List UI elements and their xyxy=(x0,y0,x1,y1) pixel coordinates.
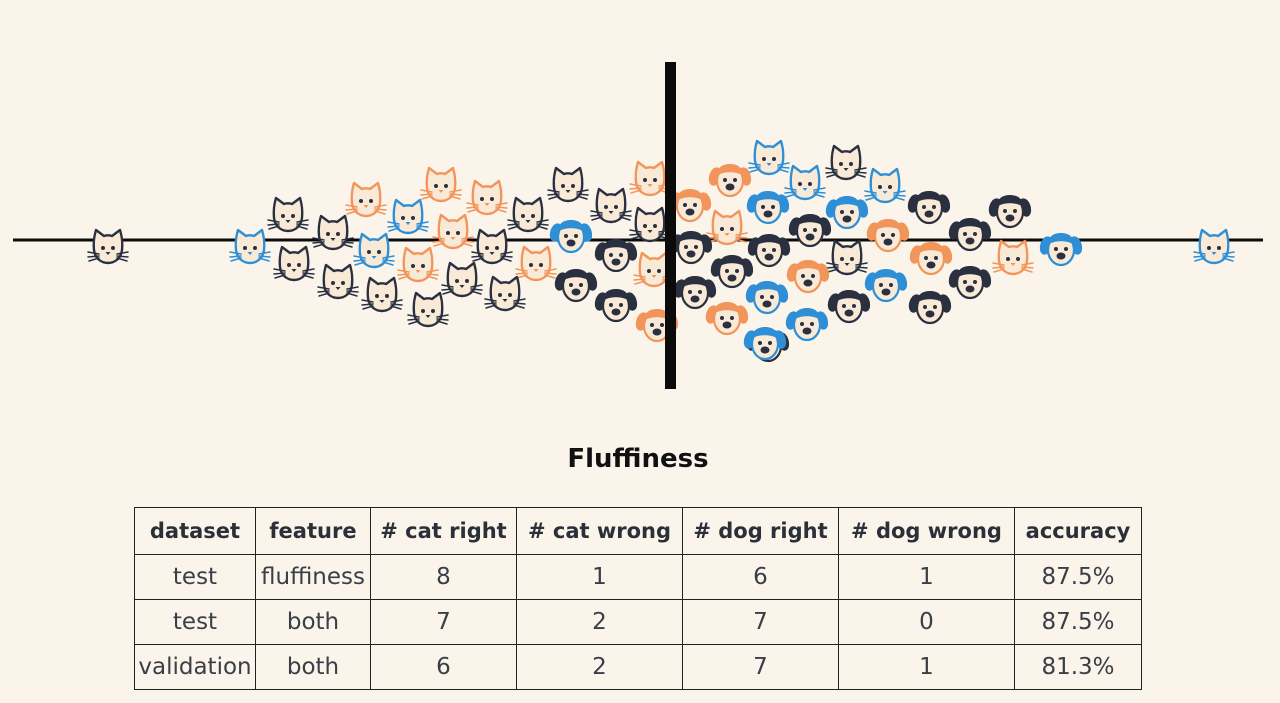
dog-icon xyxy=(866,219,910,253)
cell-dataset: validation xyxy=(134,644,256,690)
diagram-title: Fluffiness xyxy=(567,444,709,474)
dog-icon xyxy=(909,242,953,276)
cell-cat-wrong: 2 xyxy=(516,644,683,690)
decision-threshold-line xyxy=(665,62,676,389)
dog-icon xyxy=(827,290,871,324)
cat-icon xyxy=(748,139,790,176)
results-table: dataset feature # cat right # cat wrong … xyxy=(134,507,1142,690)
cell-dog-wrong: 1 xyxy=(838,644,1015,690)
cell-accuracy: 87.5% xyxy=(1014,599,1142,645)
cat-icon xyxy=(826,239,868,276)
header-feature: feature xyxy=(255,507,371,555)
dog-icon xyxy=(743,327,787,361)
cat-icon xyxy=(515,245,557,282)
cell-feature: both xyxy=(255,599,371,645)
table-row: test fluffiness 8 1 6 1 87.5% xyxy=(134,554,1142,600)
cat-icon xyxy=(547,166,589,203)
cat-icon xyxy=(471,228,513,265)
cat-icon xyxy=(825,144,867,181)
animal-icons xyxy=(87,139,1235,363)
table-row: validation both 6 2 7 1 81.3% xyxy=(134,644,1142,690)
dog-icon xyxy=(745,281,789,315)
dog-icon xyxy=(669,231,713,265)
cell-accuracy: 81.3% xyxy=(1014,644,1142,690)
dog-icon xyxy=(594,239,638,273)
header-accuracy: accuracy xyxy=(1014,507,1142,555)
dog-icon xyxy=(747,234,791,268)
cat-icon xyxy=(312,214,354,251)
cat-icon xyxy=(345,181,387,218)
cat-icon xyxy=(864,167,906,204)
cat-icon xyxy=(317,263,359,300)
dog-icon xyxy=(708,164,752,198)
cat-icon xyxy=(407,291,449,328)
dog-icon xyxy=(786,260,830,294)
header-dataset: dataset xyxy=(134,507,256,555)
dog-icon xyxy=(788,214,832,248)
dog-icon xyxy=(988,195,1032,229)
dog-icon xyxy=(673,276,717,310)
dog-icon xyxy=(668,189,712,223)
dog-icon xyxy=(705,302,749,336)
cell-cat-wrong: 1 xyxy=(516,554,683,600)
dog-icon xyxy=(549,220,593,254)
cat-icon xyxy=(507,196,549,233)
cell-cat-right: 7 xyxy=(370,599,517,645)
cat-icon xyxy=(273,245,315,282)
header-cat-wrong: # cat wrong xyxy=(516,507,683,555)
cat-icon xyxy=(387,198,429,235)
cell-dog-right: 6 xyxy=(682,554,839,600)
cell-dog-wrong: 0 xyxy=(838,599,1015,645)
cell-cat-right: 8 xyxy=(370,554,517,600)
dog-icon xyxy=(710,255,754,289)
cat-icon xyxy=(267,196,309,233)
cat-icon xyxy=(992,239,1034,276)
cat-icon xyxy=(1193,228,1235,265)
cat-icon xyxy=(484,275,526,312)
cat-icon xyxy=(229,228,271,265)
cat-icon xyxy=(87,228,129,265)
cat-icon xyxy=(629,160,671,197)
header-dog-wrong: # dog wrong xyxy=(838,507,1015,555)
table-header-row: dataset feature # cat right # cat wrong … xyxy=(134,507,1142,555)
header-dog-right: # dog right xyxy=(682,507,839,555)
cell-cat-wrong: 2 xyxy=(516,599,683,645)
cell-accuracy: 87.5% xyxy=(1014,554,1142,600)
cat-icon xyxy=(432,213,474,250)
cell-dog-right: 7 xyxy=(682,599,839,645)
dog-icon xyxy=(864,269,908,303)
cell-dog-wrong: 1 xyxy=(838,554,1015,600)
dog-icon xyxy=(907,191,951,225)
dog-icon xyxy=(948,218,992,252)
dog-icon xyxy=(785,308,829,342)
cat-icon xyxy=(353,232,395,269)
header-cat-right: # cat right xyxy=(370,507,517,555)
dog-icon xyxy=(1039,233,1083,267)
cell-dog-right: 7 xyxy=(682,644,839,690)
dog-icon xyxy=(554,269,598,303)
cell-dataset: test xyxy=(134,599,256,645)
dog-icon xyxy=(825,196,869,230)
dog-icon xyxy=(594,289,638,323)
cell-feature: fluffiness xyxy=(255,554,371,600)
cat-icon xyxy=(590,187,632,224)
table-row: test both 7 2 7 0 87.5% xyxy=(134,599,1142,645)
cat-icon xyxy=(784,164,826,201)
cat-icon xyxy=(441,261,483,298)
cell-cat-right: 6 xyxy=(370,644,517,690)
fluffiness-beeswarm-diagram xyxy=(13,62,1263,389)
cat-icon xyxy=(420,166,462,203)
cat-icon xyxy=(361,276,403,313)
cat-icon xyxy=(466,179,508,216)
cat-icon xyxy=(397,246,439,283)
dog-icon xyxy=(908,291,952,325)
cat-icon xyxy=(706,209,748,246)
dog-icon xyxy=(948,266,992,300)
cell-feature: both xyxy=(255,644,371,690)
dog-icon xyxy=(746,191,790,225)
cat-icon xyxy=(629,206,671,243)
cell-dataset: test xyxy=(134,554,256,600)
